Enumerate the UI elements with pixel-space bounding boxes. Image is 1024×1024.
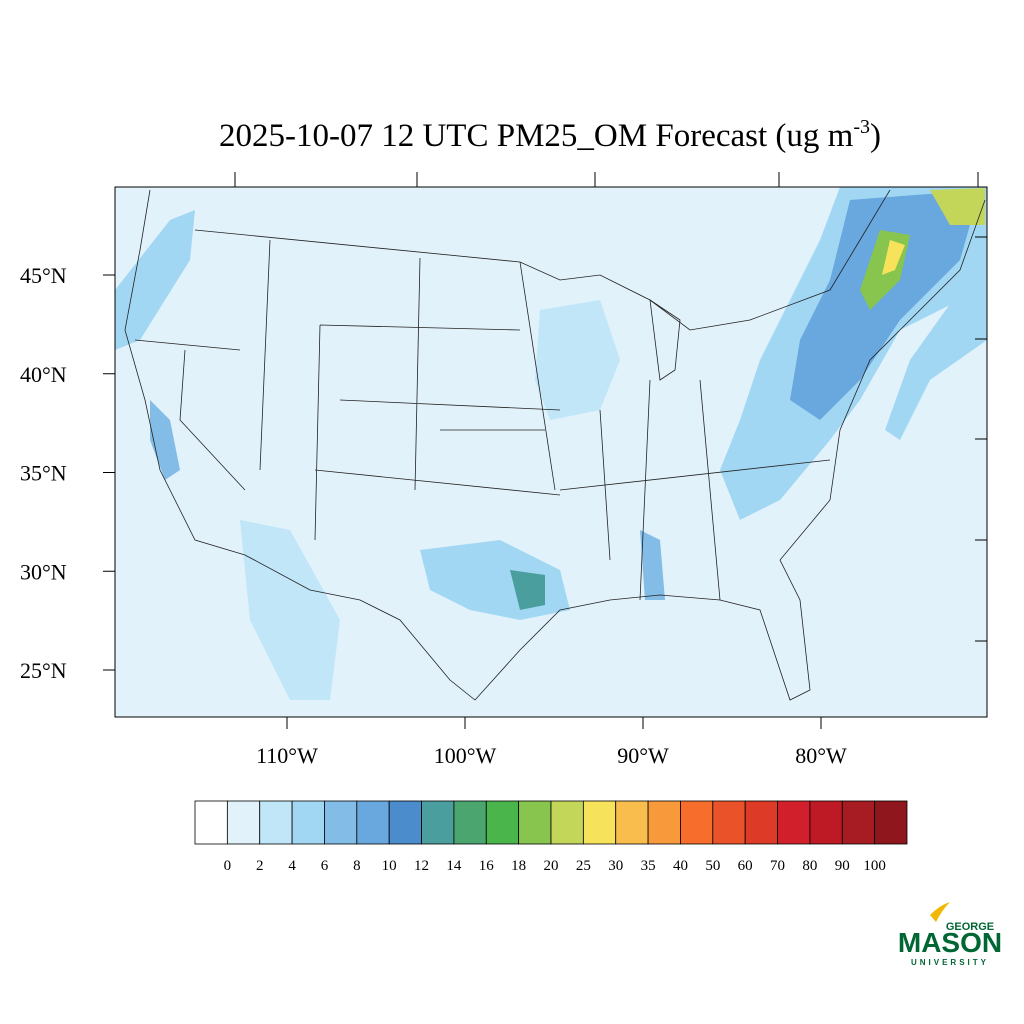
colorbar-label: 0 (224, 858, 232, 874)
field-east-max (882, 240, 905, 275)
field-louisiana (640, 530, 665, 600)
colorbar-box (194, 800, 228, 845)
colorbar-box (485, 800, 520, 845)
logo-flame (930, 902, 950, 922)
lat-tick-label: 45°N (20, 263, 67, 288)
colorbar-label: 100 (863, 858, 886, 874)
colorbar-label: 8 (353, 858, 361, 874)
lon-tick-label: 90°W (617, 743, 669, 768)
field-east-core (790, 190, 980, 420)
colorbar-label: 90 (835, 858, 850, 874)
coastline (124, 189, 986, 701)
colorbar-label: 40 (673, 858, 688, 874)
colorbar-box (615, 800, 649, 845)
colorbar-label: 20 (544, 858, 559, 874)
colorbar-label: 16 (479, 858, 495, 874)
colorbar-label: 6 (321, 858, 329, 874)
logo: GEORGE MASON UNIVERSITY (898, 902, 1002, 967)
colorbar-label: 18 (511, 858, 526, 874)
colorbar-label: 80 (802, 858, 817, 874)
lon-tick-label: 110°W (256, 743, 318, 768)
logo-name: MASON (898, 927, 1002, 958)
field-southwest (240, 520, 340, 700)
title: 2025-10-07 12 UTC PM25_OM Forecast (ug m… (219, 116, 881, 154)
colorbar-box (582, 800, 617, 845)
title-superscript: -3 (853, 116, 870, 138)
field-northwest (115, 210, 195, 350)
colorbar-box (809, 800, 843, 845)
field-midwest (535, 300, 620, 420)
colorbar-label: 2 (256, 858, 264, 874)
state-lines (134, 239, 831, 601)
colorbar-label: 10 (382, 858, 397, 874)
colorbar-label: 14 (446, 858, 462, 874)
colorbar-box (259, 800, 293, 845)
colorbar-box (680, 800, 714, 845)
boundaries (124, 189, 986, 701)
lon-tick-label: 80°W (795, 743, 847, 768)
logo-bottom: UNIVERSITY (911, 958, 989, 967)
colorbar-box (874, 800, 908, 845)
colorbar-label: 50 (705, 858, 720, 874)
title-end: ) (870, 118, 881, 154)
colorbar-box (388, 800, 422, 845)
colorbar-label: 12 (414, 858, 429, 874)
colorbar-box (777, 800, 811, 845)
colorbar-box (550, 800, 584, 845)
colorbar-box (324, 800, 358, 845)
colorbar-label: 70 (770, 858, 785, 874)
colorbar-box (226, 800, 261, 845)
field-northeast (930, 188, 985, 225)
lat-tick-label: 40°N (20, 362, 67, 387)
lat-tick-label: 35°N (20, 461, 67, 486)
colorbar-label: 35 (641, 858, 656, 874)
lake-michigan (649, 299, 681, 381)
colorbar-box (453, 800, 487, 845)
colorbar: 0 2 4 6 8 10 12 14 16 18 20 25 30 35 40 50 60 70 80 90 100 (194, 800, 908, 874)
logo-top: GEORGE (946, 921, 994, 933)
lat-tick-label: 25°N (20, 658, 67, 683)
colorbar-box (291, 800, 325, 845)
field-atlantic (885, 285, 987, 440)
field-texas-core (510, 570, 545, 610)
colorbar-label: 60 (738, 858, 753, 874)
colorbar-label: 4 (288, 858, 296, 874)
colorbar-label: 25 (576, 858, 591, 874)
colorbar-box (647, 800, 681, 845)
colorbar-box (744, 800, 778, 845)
colorbar-box (356, 800, 390, 845)
colorbar-box (421, 800, 455, 845)
map-frame (114, 186, 988, 718)
colorbar-box (712, 800, 746, 845)
lon-tick-label: 100°W (434, 743, 497, 768)
lat-tick-label: 30°N (20, 559, 67, 584)
colorbar-label: 30 (608, 858, 623, 874)
northern-border (194, 189, 891, 331)
colorbar-box (841, 800, 876, 845)
concentration-field (115, 187, 987, 700)
title-main: 2025-10-07 12 UTC PM25_OM Forecast (ug m (219, 118, 854, 154)
colorbar-box (518, 800, 552, 845)
map-area (114, 186, 988, 718)
